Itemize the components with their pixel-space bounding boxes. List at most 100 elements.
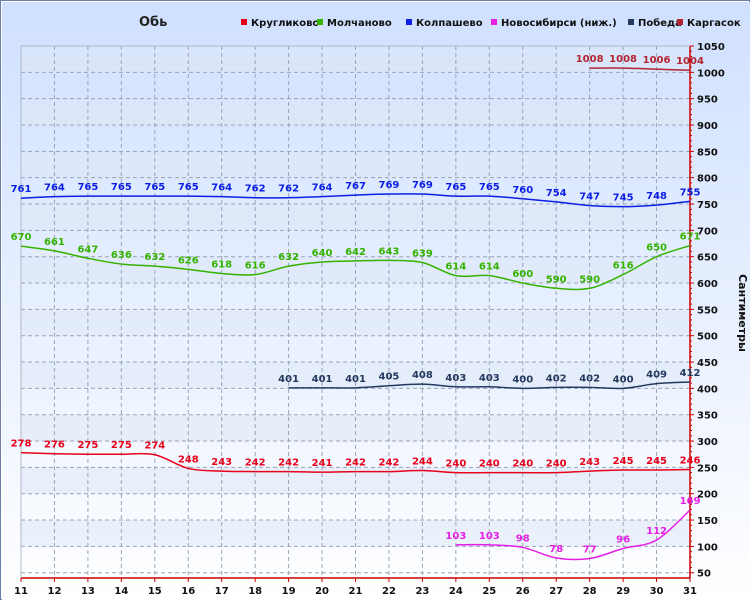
legend-item: Колпашево: [406, 18, 483, 29]
series-line: [455, 509, 691, 561]
data-label: 661: [44, 237, 65, 248]
legend-item: Каргасок: [677, 18, 741, 29]
data-label: 765: [111, 182, 132, 193]
x-tick-label: 11: [14, 586, 28, 597]
legend-label: Молчаново: [327, 18, 392, 29]
data-label: 761: [11, 184, 32, 195]
x-tick-label: 29: [616, 586, 630, 597]
data-label: 626: [178, 255, 199, 266]
y-tick-label: 100: [697, 542, 718, 553]
data-label: 169: [680, 496, 701, 507]
data-labels: 278 276 275 275 274 248 243 242 242 241 242 242 244 2…: [11, 54, 704, 555]
data-label: 765: [445, 182, 466, 193]
data-label: 618: [211, 260, 232, 271]
y-tick-label: 200: [697, 490, 718, 501]
data-label: 745: [613, 193, 634, 204]
data-label: 78: [549, 544, 563, 555]
data-label: 275: [77, 440, 98, 451]
data-label: 243: [211, 457, 232, 468]
y-tick-label: 650: [697, 253, 718, 264]
x-tick-label: 17: [215, 586, 229, 597]
legend-item: Победа: [628, 17, 682, 29]
y-tick-label: 350: [697, 411, 718, 422]
y-tick-label: 500: [697, 332, 718, 343]
data-label: 409: [646, 370, 667, 381]
legend-swatch: [317, 19, 323, 25]
data-label: 765: [77, 182, 98, 193]
data-label: 748: [646, 191, 667, 202]
y-tick-label: 800: [697, 174, 718, 185]
y-tick-label: 300: [697, 437, 718, 448]
data-label: 103: [479, 531, 500, 542]
data-label: 764: [211, 183, 232, 194]
legend: Кругликово Молчаново Колпашево Новосибирси …: [241, 17, 741, 29]
x-tick-label: 21: [349, 586, 363, 597]
data-label: 769: [379, 180, 400, 191]
data-label: 103: [445, 531, 466, 542]
data-label: 242: [245, 458, 266, 469]
data-label: 632: [278, 252, 299, 263]
x-tick-label: 20: [315, 586, 329, 597]
legend-label: Кругликово: [251, 18, 319, 29]
y-tick-label: 950: [697, 95, 718, 106]
data-label: 769: [412, 180, 433, 191]
legend-item: Кругликово: [241, 18, 319, 29]
y-tick-label: 550: [697, 305, 718, 316]
x-tick-label: 18: [248, 586, 262, 597]
series-layer: [20, 67, 691, 561]
data-label: 754: [546, 188, 567, 199]
y-tick-label: 150: [697, 516, 718, 527]
data-label: 400: [613, 374, 634, 385]
data-label: 755: [680, 187, 701, 198]
data-label: 636: [111, 250, 132, 261]
y-tick-label: 1050: [697, 42, 725, 53]
legend-swatch: [628, 19, 634, 25]
data-label: 1006: [643, 55, 671, 66]
x-tick-label: 19: [282, 586, 296, 597]
series-line: [20, 193, 691, 208]
data-label: 590: [546, 274, 567, 285]
data-label: 764: [44, 183, 65, 194]
legend-swatch: [491, 19, 497, 25]
data-label: 670: [11, 232, 32, 243]
data-label: 276: [44, 440, 65, 451]
y-tick-label: 900: [697, 121, 718, 132]
y-tick-label: 850: [697, 147, 718, 158]
x-tick-label: 24: [449, 586, 463, 597]
data-label: 403: [445, 373, 466, 384]
data-label: 248: [178, 454, 199, 465]
data-label: 240: [512, 459, 533, 470]
data-label: 650: [646, 243, 667, 254]
x-tick-label: 15: [148, 586, 162, 597]
y-tick-label: 250: [697, 463, 718, 474]
x-tick-label: 22: [382, 586, 396, 597]
data-label: 600: [512, 269, 533, 280]
data-label: 245: [613, 456, 634, 467]
data-label: 278: [11, 439, 32, 450]
data-label: 245: [646, 456, 667, 467]
legend-label: Каргасок: [687, 18, 741, 29]
data-label: 275: [111, 440, 132, 451]
y-tick-label: 450: [697, 358, 718, 369]
data-label: 616: [245, 261, 266, 272]
x-tick-label: 31: [683, 586, 697, 597]
y-tick-label: 1000: [697, 68, 725, 79]
data-label: 244: [412, 457, 433, 468]
data-label: 642: [345, 247, 366, 258]
data-label: 240: [546, 459, 567, 470]
chart-title: Обь: [139, 15, 167, 30]
legend-item: Новосибирси (ниж.): [491, 17, 617, 29]
legend-label: Колпашево: [416, 18, 483, 29]
data-label: 762: [278, 184, 299, 195]
data-label: 632: [144, 252, 165, 263]
data-label: 402: [579, 373, 600, 384]
legend-swatch: [241, 19, 247, 25]
data-label: 767: [345, 181, 366, 192]
data-label: 400: [512, 374, 533, 385]
data-label: 1008: [609, 54, 637, 65]
x-tick-label: 26: [516, 586, 530, 597]
data-label: 402: [546, 373, 567, 384]
x-tick-label: 28: [583, 586, 597, 597]
